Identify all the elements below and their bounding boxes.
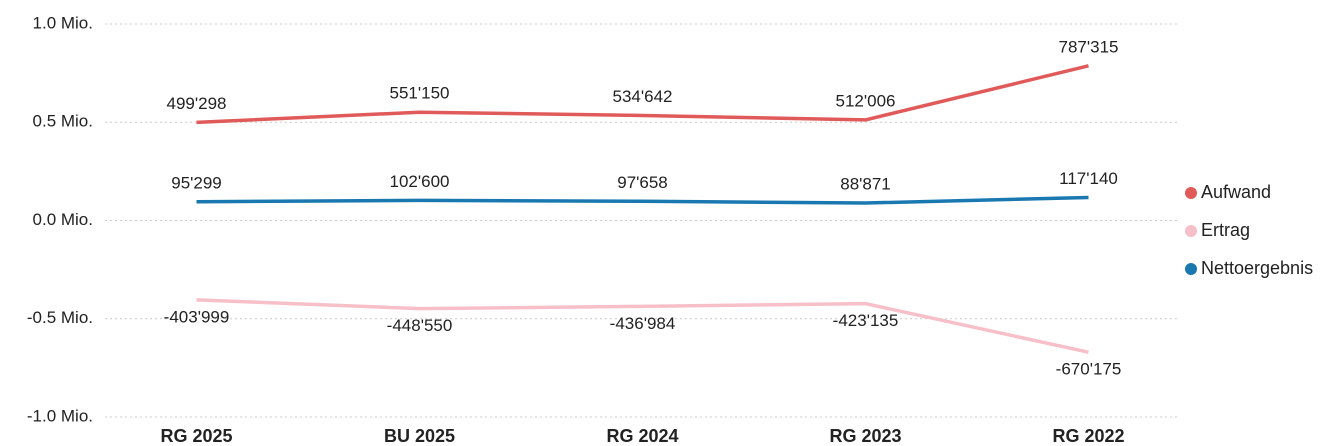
- x-tick-label: RG 2022: [1052, 426, 1124, 446]
- data-label: 88'871: [840, 175, 891, 194]
- data-label: -448'550: [387, 316, 453, 335]
- data-label: 551'150: [390, 84, 450, 103]
- legend-marker: [1185, 187, 1197, 199]
- y-tick-label: -1.0 Mio.: [27, 406, 93, 425]
- data-label: 117'140: [1059, 169, 1118, 188]
- data-label: -403'999: [164, 307, 230, 326]
- data-label: -670'175: [1056, 360, 1122, 379]
- data-label: 534'642: [613, 87, 673, 106]
- y-tick-label: 1.0 Mio.: [33, 13, 93, 32]
- y-tick-label: 0.5 Mio.: [33, 112, 93, 131]
- x-tick-label: BU 2025: [384, 426, 455, 446]
- series-line: [196, 64, 1089, 125]
- legend-marker: [1185, 225, 1197, 237]
- data-label: 512'006: [836, 91, 896, 110]
- data-label: -436'984: [610, 314, 676, 333]
- data-label: 95'299: [171, 173, 222, 192]
- series-line: [196, 298, 1089, 354]
- x-tick-label: RG 2025: [160, 426, 232, 446]
- x-tick-label: RG 2024: [606, 426, 678, 446]
- x-tick-label: RG 2023: [829, 426, 901, 446]
- data-label: 97'658: [617, 173, 668, 192]
- data-label: 102'600: [390, 172, 450, 191]
- data-label: 499'298: [167, 94, 227, 113]
- legend-label: Aufwand: [1201, 182, 1271, 202]
- legend-label: Ertrag: [1201, 220, 1250, 240]
- series-line: [196, 195, 1089, 205]
- y-tick-label: -0.5 Mio.: [27, 308, 93, 327]
- y-tick-label: 0.0 Mio.: [33, 210, 93, 229]
- legend-label: Nettoergebnis: [1201, 258, 1313, 278]
- data-label: 787'315: [1059, 37, 1119, 56]
- legend-marker: [1185, 263, 1197, 275]
- data-label: -423'135: [833, 311, 899, 330]
